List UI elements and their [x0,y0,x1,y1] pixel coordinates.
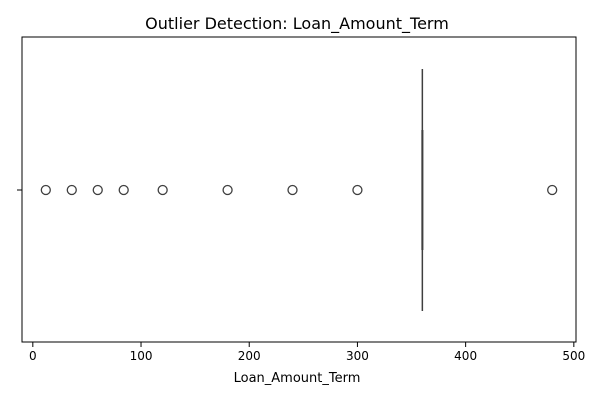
outlier-point [66,184,77,196]
outlier-point [92,184,103,196]
outlier-point [352,184,363,196]
plot-area [40,69,558,311]
x-tick-label: 200 [238,349,261,363]
outlier-point [40,184,51,196]
x-tick-label: 500 [562,349,585,363]
outlier-point [118,184,129,196]
outlier-point [222,184,233,196]
x-tick-label: 400 [454,349,477,363]
outlier-point [547,184,558,196]
x-axis-label: Loan_Amount_Term [234,371,361,386]
chart-title: Outlier Detection: Loan_Amount_Term [145,14,449,34]
x-axis: 0 100 200 300 400 500 [29,342,585,363]
x-tick-label: 0 [29,349,37,363]
plot-area-frame [21,36,577,343]
outlier-point [287,184,298,196]
x-tick-label: 300 [346,349,369,363]
x-tick-label: 100 [130,349,153,363]
outlier-point [157,184,168,196]
